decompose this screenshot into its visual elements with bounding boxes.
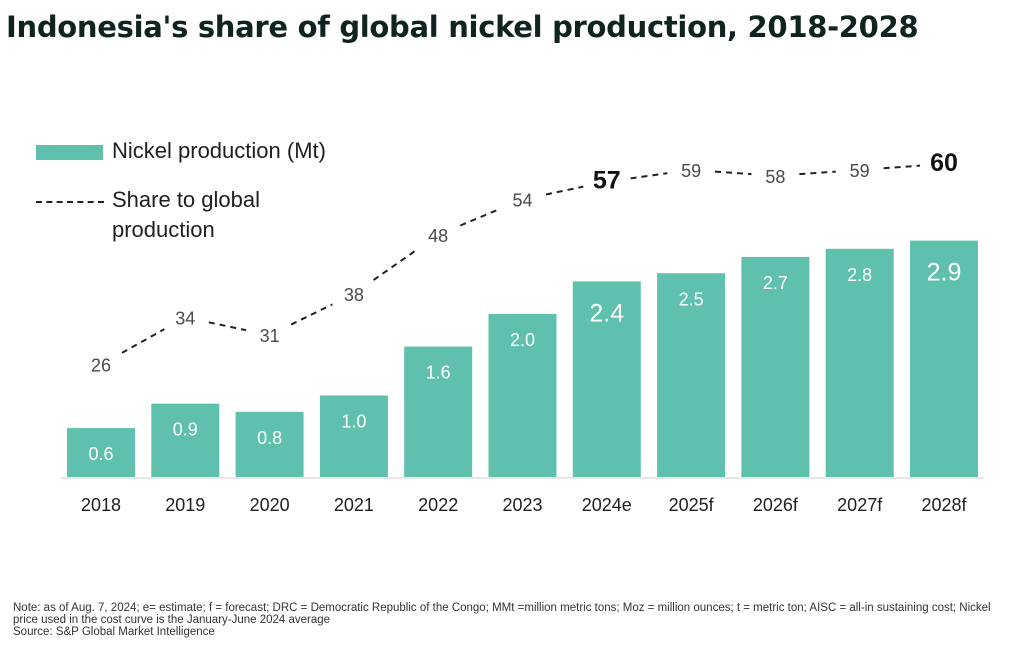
bar-value-label: 0.6 (88, 444, 113, 464)
chart-footer: Note: as of Aug. 7, 2024; e= estimate; f… (13, 602, 1013, 638)
share-line-segment (630, 172, 668, 180)
bar-2018 (67, 428, 135, 477)
share-line-segment (290, 303, 333, 326)
x-tick-label: 2024e (582, 495, 632, 515)
share-line-segment (883, 164, 921, 170)
share-point-label: 58 (765, 167, 785, 187)
x-tick-label: 2019 (165, 495, 205, 515)
x-tick-label: 2020 (250, 495, 290, 515)
bar-2024e (572, 281, 641, 477)
bar-value-label: 2.5 (679, 289, 704, 309)
share-point-label: 48 (428, 226, 448, 246)
share-line-segment (545, 185, 584, 196)
bar-2021 (319, 395, 388, 477)
share-point-label: 59 (850, 161, 870, 181)
share-point-label: 26 (91, 356, 111, 376)
bar-2026f (741, 256, 810, 477)
share-line-segment (799, 170, 836, 176)
share-point-label: 54 (512, 190, 532, 210)
share-point-label: 57 (593, 167, 621, 195)
share-line-segment (372, 247, 420, 281)
x-tick-label: 2028f (921, 495, 967, 515)
bar-2027f (825, 248, 894, 477)
share-point-label: 38 (344, 285, 364, 305)
footer-source: Source: S&P Global Market Intelligence (13, 626, 215, 638)
share-line-segment (208, 321, 247, 332)
bar-value-label: 0.9 (173, 420, 198, 440)
share-line-series: 26 34 31 38 48 54 57 59 58 59 60 (91, 149, 958, 376)
share-line-segment (459, 207, 501, 227)
x-tick-label: 2026f (753, 495, 799, 515)
x-tick-label: 2027f (837, 495, 883, 515)
bar-value-label: 2.4 (589, 299, 624, 327)
legend-line-label: Share to global production (112, 187, 260, 242)
bar-2019 (151, 403, 220, 477)
legend-bar-label: Nickel production (Mt) (112, 138, 326, 163)
x-tick-label: 2022 (418, 495, 458, 515)
bar-value-label: 1.0 (341, 412, 366, 432)
x-tick-label: 2025f (669, 495, 715, 515)
bar-2020 (235, 411, 304, 477)
share-point-label: 31 (260, 326, 280, 346)
bar-value-label: 2.9 (927, 259, 962, 287)
bar-value-label: 0.8 (257, 428, 282, 448)
bar-value-label: 1.6 (426, 363, 451, 383)
bar-value-label: 2.0 (510, 330, 535, 350)
footer-note: Note: as of Aug. 7, 2024; e= estimate; f… (13, 602, 991, 626)
bar-2023 (488, 314, 557, 477)
legend-bar-swatch (36, 145, 103, 160)
x-axis-labels: 2018 2019 2020 2021 2022 2023 2024e 2025f 2026f 2… (81, 495, 968, 515)
x-tick-label: 2023 (502, 495, 542, 515)
share-line-segment (714, 170, 752, 176)
bar-2025f (657, 273, 726, 477)
bar-series: 0.6 0.9 0.8 1.0 1.6 2.0 2.4 2.5 2.7 2.8 2.9 (67, 240, 978, 477)
share-point-label: 59 (681, 161, 701, 181)
x-tick-label: 2018 (81, 495, 121, 515)
bar-2022 (404, 346, 473, 477)
legend-dashed-line-swatch (36, 201, 104, 203)
bar-value-label: 2.8 (847, 265, 872, 285)
bar-value-label: 2.7 (763, 273, 788, 293)
chart-title: Indonesia's share of global nickel produ… (6, 10, 919, 44)
share-point-label: 60 (930, 149, 958, 177)
share-line-segment (121, 328, 165, 354)
bar-2028f (910, 240, 978, 477)
share-point-label: 34 (175, 308, 195, 328)
x-tick-label: 2021 (334, 495, 374, 515)
